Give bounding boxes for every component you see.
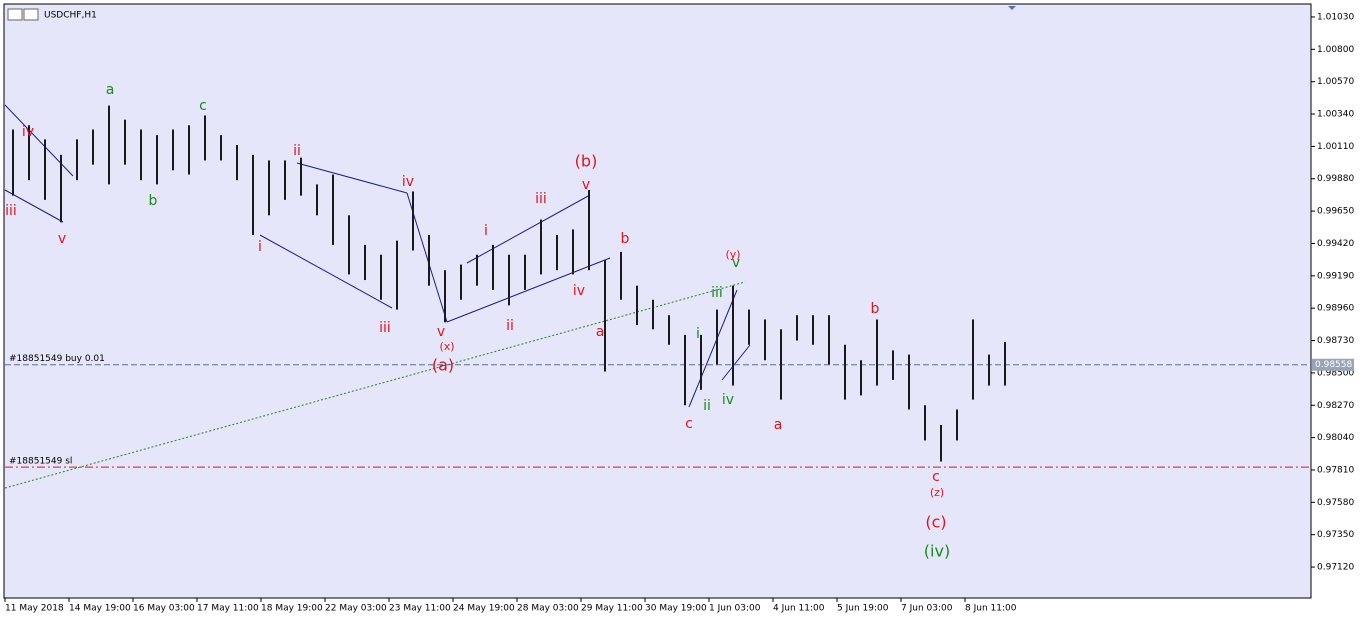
order-label: #18851549 sl xyxy=(9,457,72,467)
drawn-lines xyxy=(4,104,751,408)
wave-label: c xyxy=(685,416,693,432)
wave-label: iii xyxy=(711,285,723,301)
x-tick-label: 30 May 19:00 xyxy=(645,604,707,614)
y-tick-label: 0.98040 xyxy=(1317,433,1354,443)
channel-line xyxy=(259,234,393,309)
window-icon xyxy=(23,8,39,21)
wave-label: (c) xyxy=(925,513,946,532)
x-tick-label: 7 Jun 03:00 xyxy=(901,604,953,614)
price-box xyxy=(1312,358,1354,371)
x-tick-label: 29 May 11:00 xyxy=(581,604,643,614)
wave-label: c xyxy=(199,98,207,114)
wave-label: v xyxy=(582,177,590,193)
y-tick-label: 0.98500 xyxy=(1317,368,1354,378)
wave-label: iv xyxy=(722,392,734,408)
x-tick-label: 17 May 11:00 xyxy=(197,604,259,614)
x-tick-label: 22 May 03:00 xyxy=(325,604,387,614)
y-tick-label: 0.99190 xyxy=(1317,271,1354,281)
channel-line xyxy=(4,189,64,223)
wave-label: i xyxy=(484,223,488,239)
wave-label: a xyxy=(596,324,605,340)
y-tick-label: 0.99650 xyxy=(1317,207,1354,217)
wave-label: v xyxy=(732,255,740,271)
x-tick-label: 18 May 19:00 xyxy=(261,604,323,614)
y-tick-label: 0.99420 xyxy=(1317,239,1354,249)
wave-label: v xyxy=(437,324,445,340)
y-tick-label: 0.98270 xyxy=(1317,401,1354,411)
y-tick-label: 1.00800 xyxy=(1317,45,1354,55)
x-tick-label: 5 Jun 19:00 xyxy=(837,604,889,614)
channel-line xyxy=(721,344,751,381)
x-tick-label: 14 May 19:00 xyxy=(69,604,131,614)
x-tick-label: 16 May 03:00 xyxy=(133,604,195,614)
wave-label: v xyxy=(58,231,66,247)
channel-line xyxy=(688,289,738,408)
wave-label: iv xyxy=(22,124,34,140)
y-tick-label: 0.97580 xyxy=(1317,498,1354,508)
trend-line xyxy=(4,281,746,489)
wave-label: b xyxy=(871,301,880,317)
window-icon xyxy=(7,8,23,21)
y-tick-label: 0.99880 xyxy=(1317,174,1354,184)
wave-label: iii xyxy=(379,320,391,336)
x-tick-label: 8 Jun 11:00 xyxy=(965,604,1017,614)
wave-label: iii xyxy=(5,203,17,219)
wave-label: a xyxy=(774,417,783,433)
y-tick-label: 1.01030 xyxy=(1317,12,1354,22)
wave-label: (y) xyxy=(725,248,740,261)
wave-label: iv xyxy=(573,283,585,299)
x-tick-label: 28 May 03:00 xyxy=(517,604,579,614)
order-label: #18851549 buy 0.01 xyxy=(9,354,105,364)
y-tick-label: 0.97810 xyxy=(1317,465,1354,475)
wave-label: iii xyxy=(535,191,547,207)
plot-area xyxy=(3,3,1312,599)
wave-label: ii xyxy=(703,398,711,414)
wave-label: i xyxy=(258,239,262,255)
x-tick-label: 24 May 19:00 xyxy=(453,604,515,614)
wave-label: b xyxy=(621,231,630,247)
y-tick-label: 0.97120 xyxy=(1317,563,1354,573)
y-tick-label: 1.00110 xyxy=(1317,142,1354,152)
x-tick-label: 1 Jun 03:00 xyxy=(709,604,761,614)
x-tick-label: 4 Jun 11:00 xyxy=(773,604,825,614)
wave-label: iv xyxy=(402,174,414,190)
x-tick-label: 23 May 11:00 xyxy=(389,604,451,614)
wave-label: (z) xyxy=(930,486,944,499)
y-tick-label: 1.00570 xyxy=(1317,77,1354,87)
wave-label: ii xyxy=(293,143,301,159)
chart-title: USDCHF,H1 xyxy=(44,11,97,21)
price-label: 0.98558 xyxy=(1315,360,1352,370)
x-tick-label: 11 May 2018 xyxy=(5,604,64,614)
wave-label: (b) xyxy=(575,152,598,171)
y-tick-label: 0.97350 xyxy=(1317,530,1354,540)
y-tick-label: 1.00340 xyxy=(1317,110,1354,120)
y-tick-label: 0.98730 xyxy=(1317,336,1354,346)
channel-line xyxy=(446,257,611,323)
wave-label: c xyxy=(932,469,940,485)
shift-marker xyxy=(1008,6,1016,10)
wave-label: i xyxy=(696,326,700,342)
wave-label: (a) xyxy=(432,356,454,375)
wave-label: (x) xyxy=(439,340,454,353)
channel-line xyxy=(296,162,408,194)
wave-label: ii xyxy=(506,318,514,334)
wave-label: b xyxy=(149,193,158,209)
channel-line xyxy=(466,194,591,264)
wave-label: a xyxy=(106,82,115,98)
wave-label: (iv) xyxy=(924,542,950,561)
y-tick-label: 0.98960 xyxy=(1317,304,1354,314)
